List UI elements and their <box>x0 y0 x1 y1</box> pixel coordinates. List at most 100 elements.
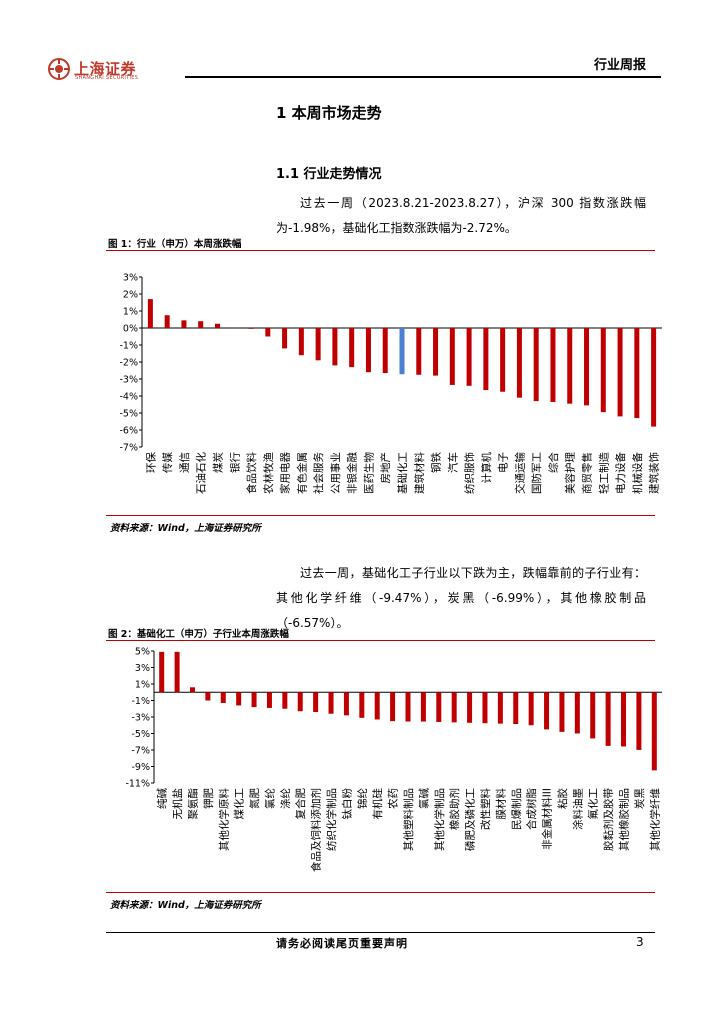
bar <box>482 692 488 724</box>
bar <box>483 328 489 391</box>
x-tick-label: 建筑材料 <box>413 452 426 494</box>
bar <box>248 328 254 329</box>
x-tick-label: 非金属材料III <box>541 788 554 850</box>
y-tick-label: -5% <box>120 409 139 420</box>
bar <box>147 299 153 328</box>
y-tick-label: -7% <box>132 746 151 757</box>
x-tick-label: 银行 <box>228 452 241 473</box>
x-tick-label: 家用电器 <box>279 452 292 494</box>
bar <box>528 692 534 726</box>
x-tick-label: 食品饮料 <box>245 452 258 494</box>
x-tick-label: 石油石化 <box>195 452 208 494</box>
chart1-svg: 3% 2% 1% 0% -1% -2% -3% -4% -5% -6% -7% 环保 传媒 通信 石油石化煤… <box>120 273 662 494</box>
y-tick-label: -9% <box>132 762 151 773</box>
y-tick-label: -3% <box>132 713 151 724</box>
bar <box>516 328 522 398</box>
bar <box>590 692 596 739</box>
bar <box>513 692 519 725</box>
bar <box>621 692 627 747</box>
chart2-svg: 5% 3% 1% -1% -3% -5% -7% -9% -11% 纯碱 无机盐 聚氨酯 钾肥 其他化学原… <box>125 647 662 872</box>
bar <box>220 692 226 703</box>
bar <box>205 692 211 701</box>
x-tick-label: 复合肥 <box>294 788 307 820</box>
x-tick-label: 磷肥及磷化工 <box>464 788 477 851</box>
x-tick-label: 涂料油墨 <box>571 788 584 830</box>
y-tick-label: 5% <box>135 647 150 658</box>
bar <box>282 328 288 349</box>
x-tick-label: 医药生物 <box>362 452 375 494</box>
bar <box>198 321 204 328</box>
x-tick-label: 汽车 <box>446 452 459 473</box>
bar <box>436 692 442 722</box>
bar <box>420 692 426 722</box>
x-tick-label: 综合 <box>547 452 560 473</box>
x-tick-label: 锦纶 <box>356 788 369 809</box>
x-tick-label: 无机盐 <box>171 788 184 820</box>
x-tick-label: 涤纶 <box>279 788 292 809</box>
figure2-top-rule <box>106 640 655 641</box>
bar <box>282 692 288 709</box>
bar <box>651 692 657 771</box>
bar <box>605 692 611 746</box>
paragraph-1: 过去一周（2023.8.21-2023.8.27），沪深 300 指数涨跌幅为-… <box>276 196 646 235</box>
x-tick-label: 非银金融 <box>346 452 359 494</box>
x-tick-label: 胶黏剂及胶带 <box>602 788 615 851</box>
bar <box>467 692 473 723</box>
x-tick-label: 氮肥 <box>248 788 261 809</box>
x-tick-label: 农林牧渔 <box>262 452 275 494</box>
x-tick-label: 传媒 <box>161 452 174 473</box>
y-tick-label: 3% <box>123 273 138 284</box>
figure2-title: 图 2：基础化工（申万）子行业本周涨跌幅 <box>108 629 289 640</box>
x-tick-label: 膜材料 <box>494 788 507 820</box>
x-tick-label: 电子 <box>497 452 510 473</box>
x-tick-label: 氯纶 <box>263 788 276 809</box>
bar <box>497 692 503 724</box>
bar <box>390 692 396 722</box>
x-tick-label: 改性塑料 <box>479 788 492 830</box>
bar <box>433 328 439 376</box>
x-tick-label: 有机硅 <box>371 788 384 820</box>
company-logo: 上海证券 SHANGHAI SECURITIES <box>48 54 168 84</box>
bar <box>236 692 242 706</box>
logo-emblem-icon <box>48 58 70 80</box>
bar <box>617 328 623 417</box>
bar <box>405 692 411 722</box>
bar <box>449 328 455 385</box>
bar <box>265 328 271 337</box>
bar <box>550 328 556 402</box>
x-tick-label: 房地产 <box>379 452 392 484</box>
bar <box>559 692 565 732</box>
bar <box>328 692 334 714</box>
x-tick-label: 交通运输 <box>513 452 526 494</box>
bar <box>399 328 405 375</box>
x-tick-label: 纯碱 <box>156 788 169 809</box>
bar <box>159 651 165 693</box>
x-tick-label: 基础化工 <box>396 452 409 494</box>
y-tick-label: -2% <box>120 358 139 369</box>
y-tick-label: 3% <box>135 663 150 674</box>
x-tick-label: 通信 <box>179 452 191 473</box>
bar <box>297 692 303 712</box>
y-tick-label: -6% <box>120 426 139 437</box>
bar <box>174 651 180 693</box>
bar <box>189 687 195 693</box>
paragraph-2: 过去一周，基础化工子行业以下跌为主，跌幅靠前的子行业有：其他化学纤维（-9.47… <box>276 566 646 630</box>
y-tick-label: -3% <box>120 375 139 386</box>
x-tick-label: 有色金属 <box>295 452 308 494</box>
x-tick-label: 美容护理 <box>564 452 577 494</box>
x-tick-label: 纺织化学制品 <box>325 788 338 851</box>
x-tick-label: 建筑装饰 <box>648 452 661 494</box>
x-tick-label: 氟化工 <box>587 788 600 820</box>
bar <box>574 692 580 734</box>
bar <box>164 315 170 328</box>
x-tick-label: 橡胶助剂 <box>448 788 461 830</box>
subsection-title: 1.1 行业走势情况 <box>276 167 382 182</box>
x-tick-label: 钛白粉 <box>340 788 353 820</box>
bar <box>181 320 187 328</box>
bar <box>544 692 550 730</box>
logo-text: 上海证券 <box>74 60 137 78</box>
x-tick-label: 其他化学原料 <box>217 788 230 851</box>
x-tick-label: 煤炭 <box>211 452 224 473</box>
bar <box>567 328 573 404</box>
figure2-source: 资料来源：Wind，上海证券研究所 <box>110 900 261 911</box>
